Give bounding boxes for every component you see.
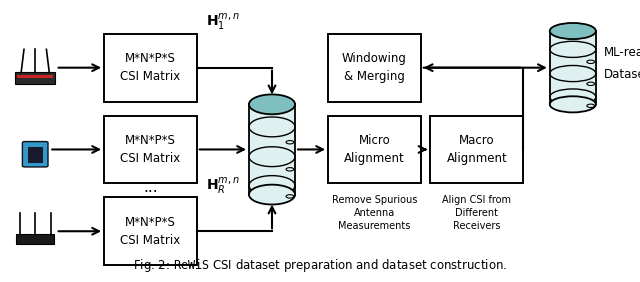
Ellipse shape — [249, 94, 295, 114]
Text: $\mathbf{H}_1^{m,n}$: $\mathbf{H}_1^{m,n}$ — [206, 12, 240, 32]
FancyBboxPatch shape — [22, 142, 48, 167]
FancyBboxPatch shape — [104, 34, 197, 102]
Text: Dataset: Dataset — [604, 68, 640, 81]
Text: Macro
Alignment: Macro Alignment — [447, 134, 507, 165]
Text: ...: ... — [268, 180, 283, 195]
Text: ML-ready: ML-ready — [604, 46, 640, 59]
Text: M*N*P*S
CSI Matrix: M*N*P*S CSI Matrix — [120, 216, 180, 247]
Text: M*N*P*S
CSI Matrix: M*N*P*S CSI Matrix — [120, 134, 180, 165]
Text: Micro
Alignment: Micro Alignment — [344, 134, 404, 165]
Text: Align CSI from
Different
Receivers: Align CSI from Different Receivers — [442, 195, 511, 231]
Ellipse shape — [550, 23, 596, 39]
Text: M*N*P*S
CSI Matrix: M*N*P*S CSI Matrix — [120, 52, 180, 83]
Bar — [550, 31, 596, 104]
Bar — [28, 147, 43, 163]
Text: Windowing
& Merging: Windowing & Merging — [342, 52, 407, 83]
Bar — [249, 104, 295, 195]
Text: Remove Spurious
Antenna
Measurements: Remove Spurious Antenna Measurements — [332, 195, 417, 231]
FancyBboxPatch shape — [328, 116, 421, 183]
FancyBboxPatch shape — [328, 34, 421, 102]
FancyBboxPatch shape — [104, 116, 197, 183]
FancyBboxPatch shape — [15, 72, 55, 84]
Ellipse shape — [550, 96, 596, 113]
Ellipse shape — [249, 185, 295, 204]
Text: $\mathbf{H}_R^{m,n}$: $\mathbf{H}_R^{m,n}$ — [206, 175, 240, 196]
FancyBboxPatch shape — [16, 234, 54, 244]
Bar — [17, 75, 53, 78]
FancyBboxPatch shape — [104, 197, 197, 265]
Text: ...: ... — [143, 180, 157, 195]
Text: Fig. 2: $\mathtt{ReWiS}$ CSI dataset preparation and dataset construction.: Fig. 2: $\mathtt{ReWiS}$ CSI dataset pre… — [133, 257, 507, 274]
FancyBboxPatch shape — [430, 116, 524, 183]
